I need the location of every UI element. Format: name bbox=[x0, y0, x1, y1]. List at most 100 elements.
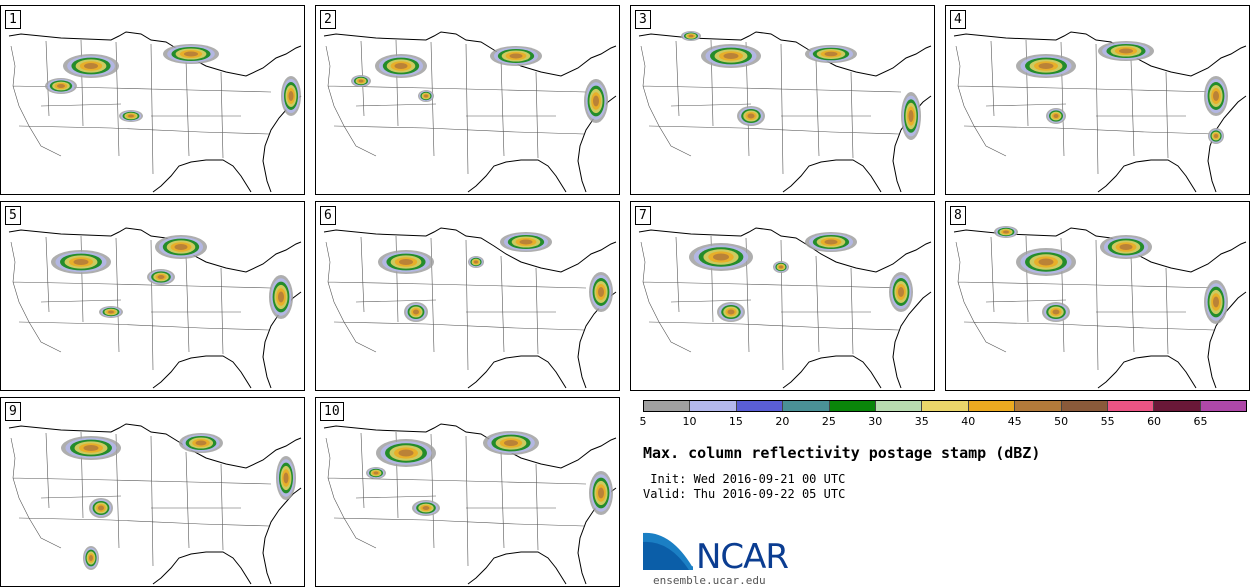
panel-number: 3 bbox=[635, 10, 651, 29]
member-panel-6: 6 bbox=[315, 201, 620, 391]
colorbar-tick-label: 15 bbox=[728, 415, 743, 428]
storm-cell bbox=[128, 114, 134, 118]
site-url: ensemble.ucar.edu bbox=[653, 574, 766, 587]
coastline bbox=[8, 227, 302, 389]
panel-number: 2 bbox=[320, 10, 336, 29]
colorbar-tick-label: 5 bbox=[639, 415, 647, 428]
reflectivity-map bbox=[638, 31, 932, 193]
colorbar-swatch-3 bbox=[783, 401, 830, 411]
state-boundaries bbox=[10, 235, 272, 371]
colorbar-swatch-10 bbox=[1107, 401, 1155, 411]
valid-time: Valid: Thu 2016-09-22 05 UTC bbox=[643, 487, 846, 501]
storm-cell bbox=[174, 244, 188, 250]
coastline bbox=[323, 227, 617, 389]
colorbar-tick-label: 35 bbox=[914, 415, 929, 428]
colorbar-swatch-5 bbox=[875, 401, 923, 411]
storm-cell bbox=[593, 95, 599, 107]
state-boundaries bbox=[955, 235, 1217, 371]
state-boundaries bbox=[325, 39, 587, 175]
panel-number: 7 bbox=[635, 206, 651, 225]
colorbar-tick-label: 55 bbox=[1100, 415, 1115, 428]
reflectivity-map bbox=[953, 226, 1247, 389]
member-panel-4: 4 bbox=[945, 5, 1250, 195]
coastline bbox=[953, 31, 1247, 193]
colorbar-tick-label: 10 bbox=[682, 415, 697, 428]
storm-cell bbox=[824, 51, 838, 57]
panel-number: 5 bbox=[5, 206, 21, 225]
storm-cell bbox=[1052, 309, 1060, 315]
coastline bbox=[8, 31, 302, 193]
reflectivity-map bbox=[8, 31, 302, 193]
member-panel-9: 9 bbox=[0, 397, 305, 587]
storm-cell bbox=[1213, 296, 1219, 308]
storm-cell bbox=[73, 259, 89, 265]
reflectivity-map bbox=[8, 423, 302, 585]
panel-number: 4 bbox=[950, 10, 966, 29]
colorbar-swatch-0 bbox=[644, 401, 691, 411]
storm-cell bbox=[824, 239, 838, 245]
storm-cell bbox=[399, 259, 413, 265]
colorbar-swatch-1 bbox=[690, 401, 737, 411]
panel-number: 8 bbox=[950, 206, 966, 225]
storm-cell bbox=[98, 505, 104, 511]
chart-title: Max. column reflectivity postage stamp (… bbox=[643, 444, 1041, 462]
colorbar-tick-label: 25 bbox=[821, 415, 836, 428]
storm-cell bbox=[1038, 63, 1054, 69]
panel-number: 1 bbox=[5, 10, 21, 29]
panel-number: 10 bbox=[320, 402, 344, 421]
colorbar-tick-label: 65 bbox=[1193, 415, 1208, 428]
storm-cell bbox=[1214, 134, 1218, 138]
reflectivity-map bbox=[323, 31, 617, 193]
colorbar-tick-label: 60 bbox=[1147, 415, 1162, 428]
colorbar-tick-label: 20 bbox=[775, 415, 790, 428]
storm-cell bbox=[358, 79, 364, 83]
storm-cell bbox=[1003, 230, 1009, 234]
storm-cell bbox=[908, 110, 914, 122]
coastline bbox=[638, 227, 932, 389]
reflectivity-map bbox=[953, 31, 1247, 193]
coastline bbox=[638, 31, 932, 193]
member-panel-7: 7 bbox=[630, 201, 935, 391]
storm-cell bbox=[509, 53, 523, 59]
storm-cell bbox=[422, 506, 430, 510]
storm-cell bbox=[723, 53, 739, 59]
colorbar-swatch-12 bbox=[1200, 401, 1247, 411]
reflectivity-map bbox=[8, 227, 302, 389]
storm-cell bbox=[727, 309, 735, 315]
member-panel-1: 1 bbox=[0, 5, 305, 195]
init-time: Init: Wed 2016-09-21 00 UTC bbox=[643, 472, 846, 486]
storm-cell bbox=[57, 84, 65, 88]
reflectivity-map bbox=[638, 227, 932, 389]
storm-cell bbox=[424, 94, 428, 98]
colorbar-tick-label: 40 bbox=[961, 415, 976, 428]
panel-number: 9 bbox=[5, 402, 21, 421]
state-boundaries bbox=[325, 235, 587, 371]
ncar-logo-text: NCAR bbox=[696, 537, 789, 577]
coastline bbox=[323, 31, 617, 193]
storm-cell bbox=[288, 91, 294, 101]
storm-cell bbox=[195, 440, 207, 446]
storm-cell bbox=[713, 253, 729, 261]
colorbar-tick-label: 45 bbox=[1007, 415, 1022, 428]
colorbar-swatch-8 bbox=[1015, 401, 1062, 411]
coastline bbox=[8, 423, 302, 585]
coastline bbox=[323, 423, 617, 585]
colorbar-swatch-9 bbox=[1061, 401, 1108, 411]
colorbar-swatch-7 bbox=[968, 401, 1016, 411]
colorbar-tick-labels: 5 10 15 20 25 30 35 40 45 50 55 60 65 bbox=[639, 415, 1247, 429]
storm-cell bbox=[373, 471, 379, 475]
storm-cell bbox=[504, 440, 518, 446]
state-boundaries bbox=[325, 431, 587, 567]
storm-cell bbox=[1119, 48, 1133, 54]
state-boundaries bbox=[10, 39, 272, 175]
storm-cell bbox=[108, 310, 114, 314]
member-panel-5: 5 bbox=[0, 201, 305, 391]
member-panel-8: 8 bbox=[945, 201, 1250, 391]
storm-cell bbox=[688, 34, 694, 38]
coastline bbox=[953, 227, 1247, 389]
storm-cell bbox=[474, 260, 478, 264]
storm-cell bbox=[83, 445, 99, 451]
ncar-logo-mark bbox=[643, 530, 694, 570]
state-boundaries bbox=[955, 39, 1217, 175]
storm-cell bbox=[394, 63, 408, 69]
